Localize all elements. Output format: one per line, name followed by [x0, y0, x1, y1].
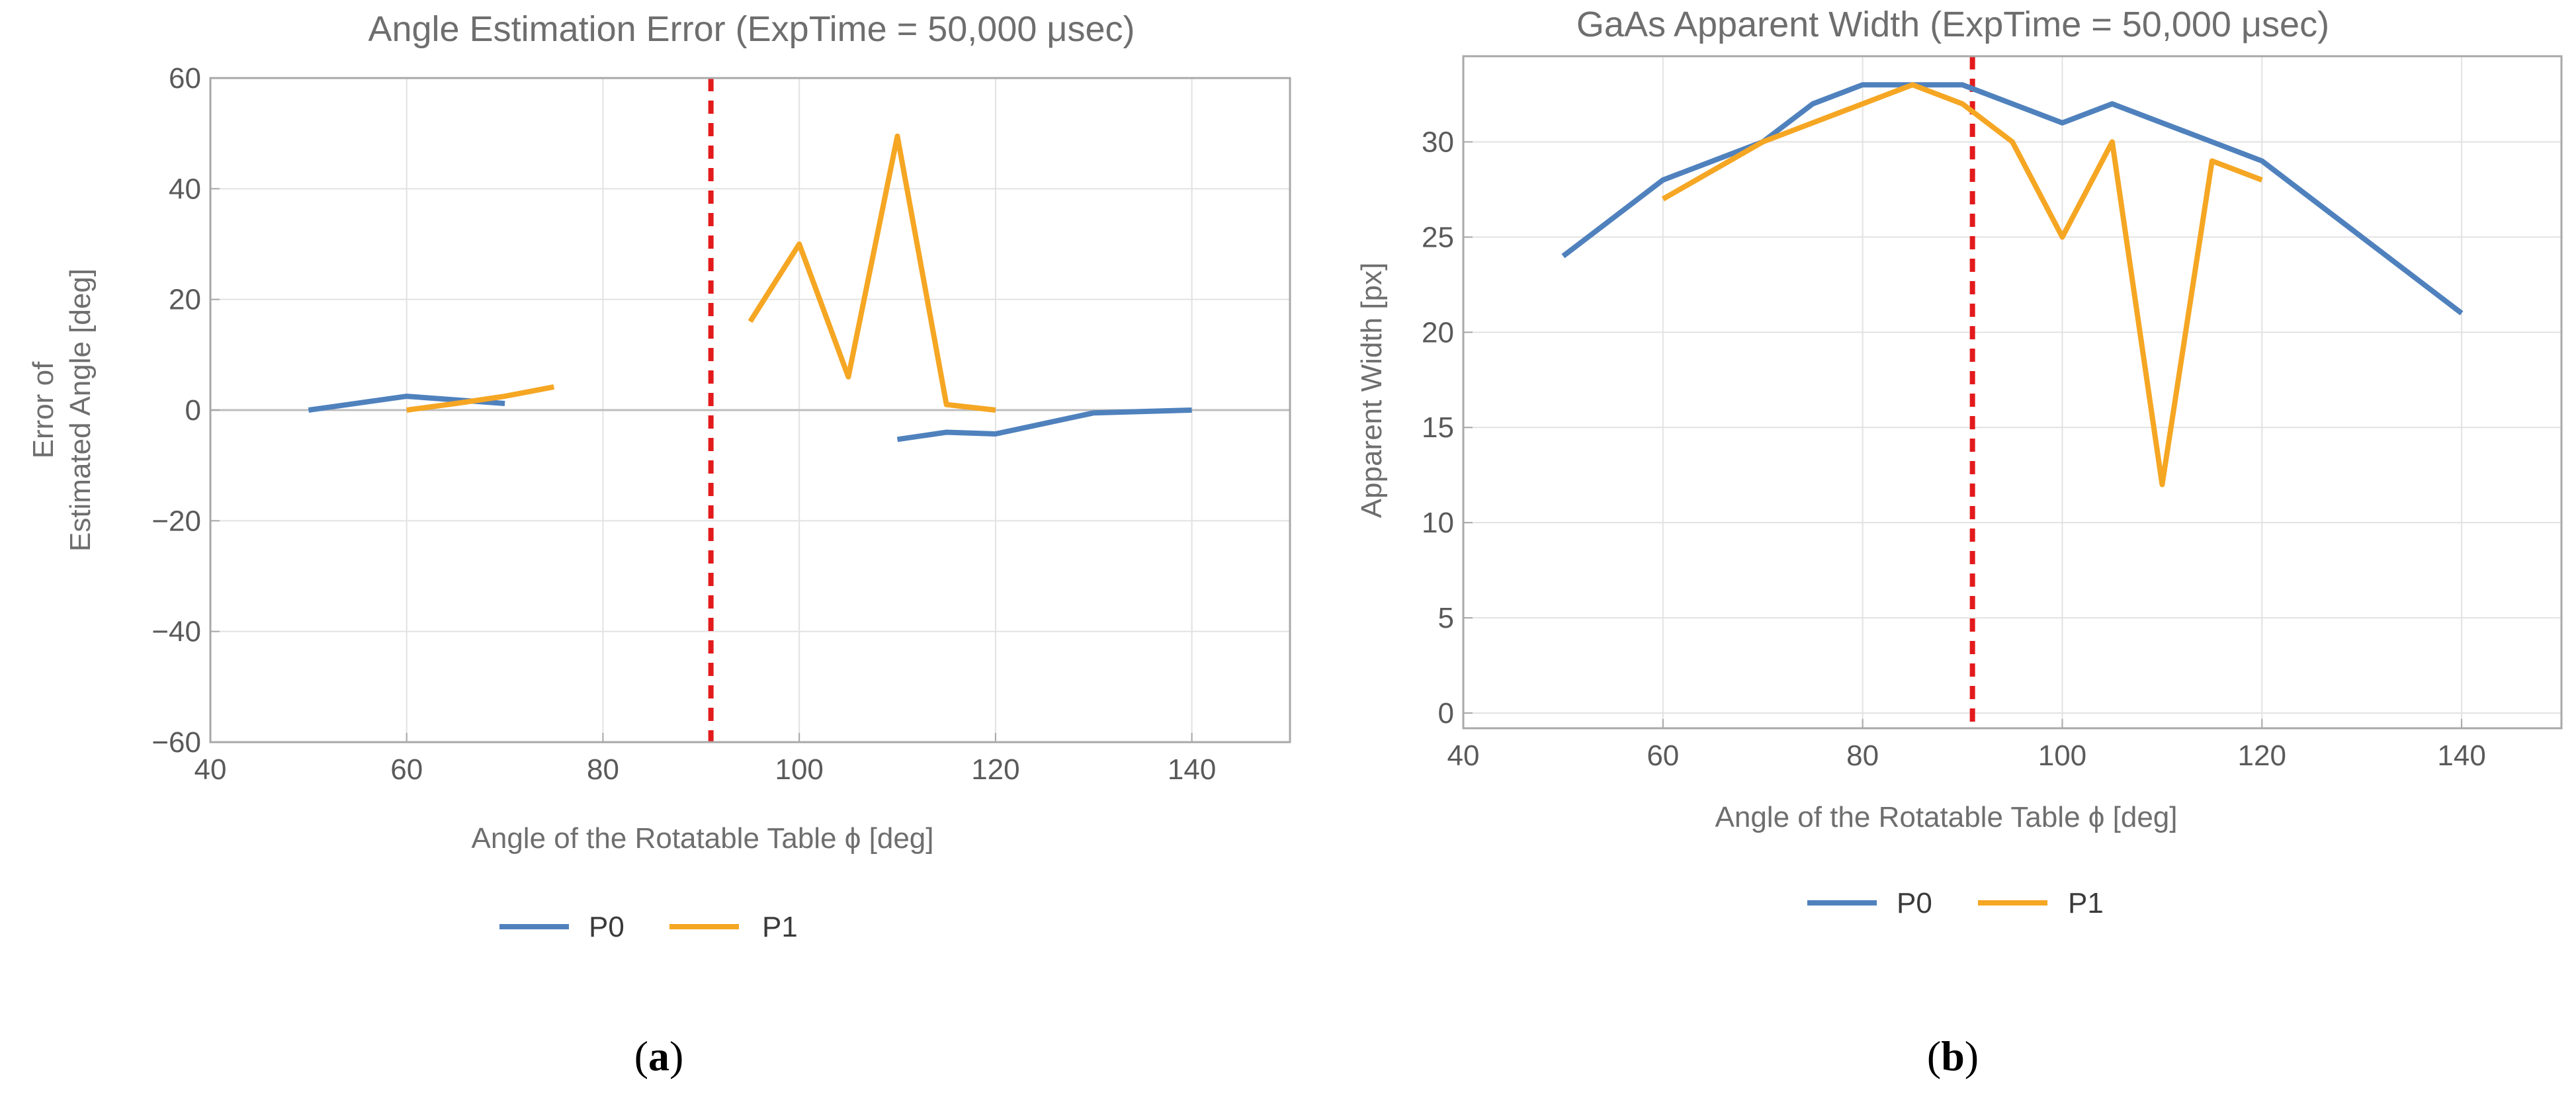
panel-b-x-tick-40: 40: [1447, 739, 1480, 772]
panel-b-caption: (b): [1927, 1033, 1979, 1079]
panel-a-series-p0-segment-2: [896, 407, 1192, 443]
panel-a-x-tick-100: 100: [775, 753, 823, 786]
panel-a-legend-label-p1: P1: [762, 911, 798, 943]
panel-a-x-tick-60: 60: [390, 753, 423, 786]
panel-b-y-axis-label: Apparent Width [px]: [1355, 263, 1388, 518]
panel-a-caption: (a): [634, 1033, 684, 1079]
panel-a: Angle Estimation Error (ExpTime = 50,000…: [27, 9, 1291, 1079]
panel-b-title: GaAs Apparent Width (ExpTime = 50,000 μs…: [1576, 5, 2329, 44]
panel-a-legend: P0 P1: [499, 911, 798, 943]
panel-b-x-tick-80: 80: [1846, 739, 1879, 772]
panel-b-x-tick-100: 100: [2038, 739, 2086, 772]
panel-b-x-tick-60: 60: [1647, 739, 1679, 772]
panel-a-y-tick-0: 0: [185, 394, 201, 427]
panel-a-x-tick-140: 140: [1168, 753, 1216, 786]
panel-a-y-axis-label-line2: Estimated Angle [deg]: [64, 269, 97, 552]
panel-a-legend-label-p0: P0: [589, 911, 624, 943]
panel-a-series-p1-segment-2: [748, 133, 996, 413]
panel-b-y-tick-30: 30: [1422, 126, 1454, 159]
panel-b-y-tick-10: 10: [1422, 507, 1454, 539]
panel-a-caption-letter: a: [648, 1033, 669, 1079]
panel-a-x-tick-80: 80: [587, 753, 619, 786]
panel-a-y-tick-20: 20: [169, 284, 201, 316]
panel-a-y-tick--20: −20: [151, 505, 201, 537]
panel-b-grid: [1463, 56, 2561, 728]
panel-b-y-tick-15: 15: [1422, 411, 1454, 444]
panel-b-x-ticks: 40 60 80 100 120 140: [1447, 719, 2486, 772]
panel-a-x-tick-40: 40: [194, 753, 227, 786]
panel-b-legend: P0 P1: [1807, 887, 2104, 919]
panel-a-series: [308, 133, 1192, 443]
panel-b-y-ticks: 0 5 10 15 20 25 30: [1422, 126, 1473, 730]
panel-a-x-tick-120: 120: [971, 753, 1019, 786]
panel-a-y-ticks: −60 −40 −20 0 20 40 60: [151, 62, 220, 759]
panel-a-x-ticks: 40 60 80 100 120 140: [194, 733, 1216, 786]
panel-a-y-tick--60: −60: [151, 726, 201, 759]
panel-b-x-tick-140: 140: [2437, 739, 2485, 772]
panel-b-y-tick-5: 5: [1438, 602, 1454, 634]
panel-b-legend-label-p0: P0: [1897, 887, 1932, 919]
panel-b-series-p0-segment-1: [1561, 82, 2464, 316]
panel-b: GaAs Apparent Width (ExpTime = 50,000 μs…: [1355, 5, 2563, 1079]
panel-b-y-tick-25: 25: [1422, 221, 1454, 253]
panel-a-y-tick-60: 60: [169, 62, 201, 95]
panel-b-x-tick-120: 120: [2238, 739, 2286, 772]
panel-a-x-axis-label: Angle of the Rotatable Table ϕ [deg]: [472, 822, 934, 855]
panel-b-plot-frame: [1462, 55, 2563, 730]
panel-b-series-p1-segment-1: [1661, 82, 2263, 487]
panel-a-y-axis-label-line1: Error of: [27, 361, 60, 458]
panel-b-series: [1561, 82, 2464, 487]
panel-b-caption-letter: b: [1941, 1033, 1965, 1079]
panel-a-y-tick-40: 40: [169, 173, 201, 205]
panel-a-title: Angle Estimation Error (ExpTime = 50,000…: [368, 9, 1135, 49]
panel-a-y-tick--40: −40: [151, 616, 201, 648]
panel-b-y-tick-20: 20: [1422, 316, 1454, 349]
panel-a-series-p1-segment-1: [406, 384, 555, 413]
panel-b-y-tick-0: 0: [1438, 697, 1454, 730]
panel-b-legend-label-p1: P1: [2068, 887, 2104, 919]
panel-b-x-axis-label: Angle of the Rotatable Table ϕ [deg]: [1715, 801, 2178, 833]
